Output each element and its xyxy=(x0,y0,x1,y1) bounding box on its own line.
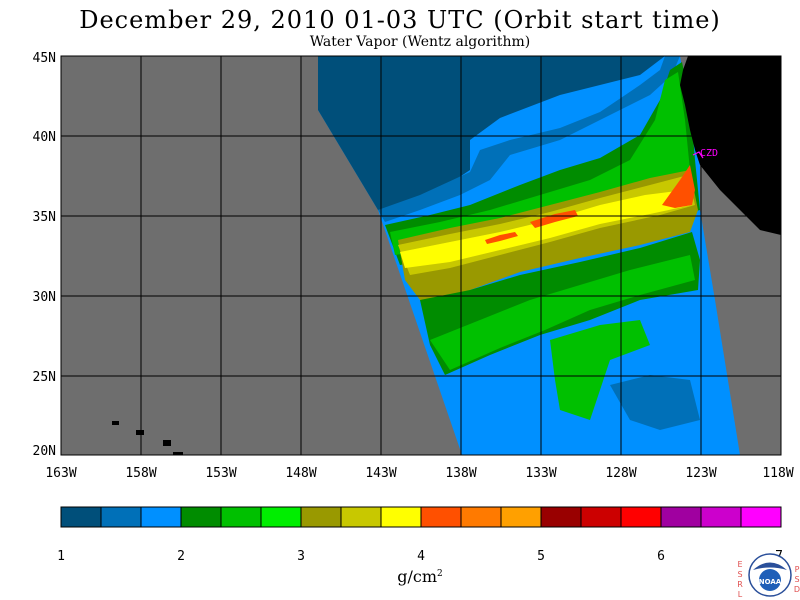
lon-tick: 153W xyxy=(205,466,236,481)
swath-yellow xyxy=(400,190,692,268)
colorbar-swatch xyxy=(100,506,142,528)
colorbar-tick: 4 xyxy=(417,549,425,564)
graticule xyxy=(61,56,781,455)
colorbar-tick: 6 xyxy=(657,549,665,564)
colorbar-units: g/cm2 xyxy=(397,567,443,586)
colorbar-swatch xyxy=(140,506,182,528)
island-maui xyxy=(163,440,171,446)
station-label: CZD xyxy=(700,148,718,159)
swath-green-patch xyxy=(550,320,650,420)
map-subtitle: Water Vapor (Wentz algorithm) xyxy=(309,34,531,50)
logo-left-letter: R xyxy=(737,580,743,589)
swath-orange-coast xyxy=(662,165,695,208)
swath-dark-blue-south xyxy=(610,375,700,430)
colorbar-tick: 2 xyxy=(177,549,185,564)
map-frame xyxy=(60,55,782,456)
colorbar-swatch xyxy=(220,506,262,528)
colorbar-tick: 1 xyxy=(57,549,65,564)
logo-right-letter: D xyxy=(794,585,800,594)
lat-tick: 40N xyxy=(33,130,56,145)
lat-tick: 20N xyxy=(33,444,56,459)
station-marker-czd: CZD xyxy=(692,148,718,159)
lon-tick: 133W xyxy=(525,466,556,481)
colorbar-swatch xyxy=(60,506,102,528)
colorbar-tick: 3 xyxy=(297,549,305,564)
lat-tick: 25N xyxy=(33,370,56,385)
swath-medium-blue xyxy=(378,56,680,222)
logo-left-letter: S xyxy=(737,570,742,579)
lat-tick: 45N xyxy=(33,51,56,66)
colorbar-swatch xyxy=(540,506,582,528)
lon-tick: 143W xyxy=(365,466,396,481)
colorbar-swatch xyxy=(580,506,622,528)
island-kauai xyxy=(112,421,119,425)
colorbar xyxy=(60,506,782,528)
seagull-icon xyxy=(753,562,787,570)
colorbar-swatch xyxy=(620,506,662,528)
colorbar-swatch xyxy=(340,506,382,528)
colorbar-ticks: 1 2 3 4 5 6 7 xyxy=(57,549,783,564)
map-field: CZD xyxy=(61,56,781,455)
logo-right-letter: P xyxy=(795,565,800,574)
lon-tick: 158W xyxy=(125,466,156,481)
logo-left-letter: L xyxy=(738,590,743,599)
island-hawaii xyxy=(173,452,183,455)
land-west-coast xyxy=(680,56,781,235)
logo-left-letter: E xyxy=(737,560,742,569)
colorbar-swatch xyxy=(740,506,782,528)
colorbar-swatch xyxy=(180,506,222,528)
map-title: December 29, 2010 01-03 UTC (Orbit start… xyxy=(79,6,721,34)
lon-tick: 148W xyxy=(285,466,316,481)
lat-axis: 45N 40N 35N 30N 25N 20N xyxy=(33,51,56,459)
swath-orange-1 xyxy=(530,210,578,228)
lon-tick: 118W xyxy=(762,466,793,481)
units-exponent: 2 xyxy=(437,569,443,579)
swath-orange-2 xyxy=(485,232,518,244)
logo-center-text: NOAA xyxy=(759,578,782,586)
colorbar-swatch xyxy=(420,506,462,528)
colorbar-tick: 5 xyxy=(537,549,545,564)
colorbar-swatch xyxy=(700,506,742,528)
colorbar-swatch xyxy=(300,506,342,528)
lon-tick: 138W xyxy=(445,466,476,481)
colorbar-swatch xyxy=(460,506,502,528)
lon-tick: 163W xyxy=(45,466,76,481)
colorbar-swatch xyxy=(500,506,542,528)
noaa-logo: NOAA E S R L P S D xyxy=(737,553,800,599)
colorbar-swatch xyxy=(380,506,422,528)
logo-right-letter: S xyxy=(794,575,799,584)
colorbar-swatch xyxy=(660,506,702,528)
units-base: g/cm xyxy=(397,567,437,586)
lat-tick: 30N xyxy=(33,290,56,305)
island-oahu xyxy=(136,430,144,435)
swath-dark-blue xyxy=(318,56,665,210)
lon-tick: 123W xyxy=(685,466,716,481)
lon-tick: 128W xyxy=(605,466,636,481)
lon-axis: 163W 158W 153W 148W 143W 138W 133W 128W … xyxy=(45,466,793,481)
swath-lightgreen-south xyxy=(430,255,695,370)
colorbar-swatch xyxy=(260,506,302,528)
lat-tick: 35N xyxy=(33,210,56,225)
